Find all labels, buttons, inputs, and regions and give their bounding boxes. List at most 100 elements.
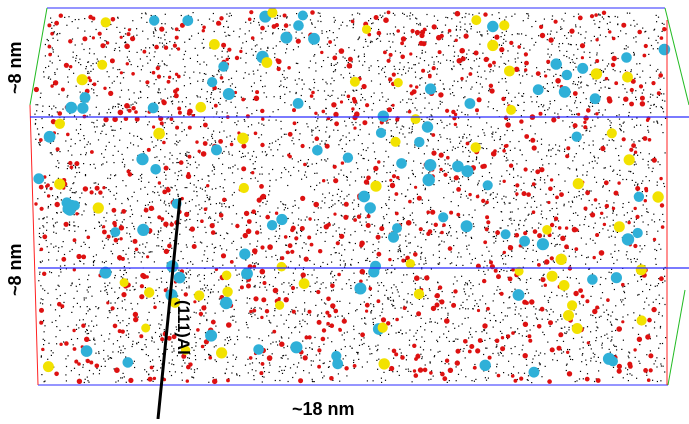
matrix-atom: [657, 68, 659, 71]
matrix-atom: [514, 346, 516, 348]
matrix-atom: [543, 273, 545, 275]
matrix-atom: [456, 237, 458, 239]
matrix-atom: [279, 379, 281, 382]
matrix-atom: [408, 339, 411, 341]
matrix-atom: [465, 57, 467, 59]
matrix-atom: [661, 106, 663, 108]
matrix-atom: [306, 162, 308, 164]
matrix-atom: [231, 315, 233, 317]
matrix-atom: [190, 261, 192, 263]
matrix-atom: [56, 196, 59, 198]
matrix-atom: [406, 143, 408, 145]
matrix-atom: [413, 335, 415, 337]
matrix-atom: [156, 176, 158, 178]
matrix-atom: [277, 138, 279, 141]
matrix-atom: [312, 360, 314, 362]
matrix-atom: [345, 176, 348, 178]
matrix-atom: [158, 88, 160, 90]
matrix-atom: [354, 242, 356, 245]
matrix-atom: [194, 355, 196, 357]
matrix-atom: [39, 302, 42, 304]
matrix-atom: [422, 349, 425, 351]
matrix-atom: [134, 101, 136, 103]
matrix-atom: [650, 104, 652, 106]
matrix-atom: [577, 230, 580, 232]
matrix-atom: [594, 160, 596, 162]
matrix-atom: [268, 284, 271, 286]
matrix-atom: [582, 188, 584, 190]
matrix-atom: [471, 86, 473, 88]
matrix-atom: [131, 308, 133, 310]
matrix-atom: [400, 251, 402, 253]
matrix-atom: [498, 66, 500, 68]
matrix-atom: [352, 27, 354, 29]
matrix-atom: [139, 252, 141, 254]
matrix-atom: [79, 283, 81, 286]
matrix-atom: [210, 217, 212, 219]
matrix-atom: [508, 92, 510, 94]
matrix-atom: [228, 79, 230, 81]
matrix-atom: [499, 330, 502, 332]
matrix-atom: [48, 251, 50, 253]
matrix-atom: [427, 213, 429, 215]
matrix-atom: [161, 319, 163, 321]
matrix-atom: [186, 160, 188, 162]
matrix-atom: [430, 206, 432, 209]
matrix-atom: [159, 65, 161, 67]
matrix-atom: [593, 356, 595, 358]
matrix-atom: [324, 159, 326, 161]
matrix-atom: [226, 51, 228, 53]
matrix-atom: [129, 169, 131, 172]
matrix-atom: [115, 198, 117, 200]
matrix-atom: [493, 242, 495, 244]
matrix-atom: [265, 250, 267, 252]
matrix-atom: [158, 102, 160, 104]
matrix-atom: [298, 139, 300, 141]
matrix-atom: [400, 329, 402, 331]
matrix-atom: [526, 73, 528, 76]
matrix-atom: [594, 353, 596, 356]
matrix-atom: [51, 115, 53, 117]
matrix-atom: [128, 98, 130, 100]
matrix-atom: [323, 316, 325, 318]
matrix-atom: [215, 233, 217, 235]
matrix-atom: [434, 231, 437, 233]
matrix-atom: [252, 54, 254, 56]
matrix-atom: [531, 101, 533, 103]
matrix-atom: [293, 143, 295, 145]
matrix-atom: [527, 214, 529, 216]
matrix-atom: [208, 180, 210, 182]
matrix-atom: [173, 120, 175, 122]
matrix-atom: [393, 65, 395, 67]
matrix-atom: [180, 218, 182, 221]
matrix-atom: [55, 198, 57, 200]
matrix-atom: [213, 173, 215, 175]
matrix-atom: [134, 256, 136, 258]
matrix-atom: [205, 287, 207, 289]
matrix-atom: [605, 207, 607, 209]
matrix-atom: [206, 319, 208, 322]
matrix-atom: [661, 99, 664, 101]
matrix-atom: [221, 205, 223, 207]
matrix-atom: [646, 233, 648, 235]
matrix-atom: [230, 101, 232, 103]
matrix-atom: [553, 261, 555, 263]
matrix-atom: [78, 327, 80, 329]
matrix-atom: [301, 247, 303, 249]
matrix-atom: [639, 63, 641, 65]
matrix-atom: [582, 353, 584, 355]
matrix-atom: [370, 65, 372, 67]
matrix-atom: [546, 39, 548, 41]
matrix-atom: [594, 157, 596, 159]
matrix-atom: [357, 56, 359, 58]
matrix-atom: [295, 91, 297, 94]
matrix-atom: [541, 210, 543, 212]
matrix-atom: [580, 86, 582, 88]
matrix-atom: [194, 161, 197, 163]
matrix-atom: [322, 282, 324, 284]
matrix-atom: [385, 139, 388, 141]
matrix-atom: [308, 88, 310, 90]
matrix-atom: [403, 13, 405, 15]
matrix-atom: [460, 193, 462, 195]
matrix-atom: [619, 169, 621, 171]
